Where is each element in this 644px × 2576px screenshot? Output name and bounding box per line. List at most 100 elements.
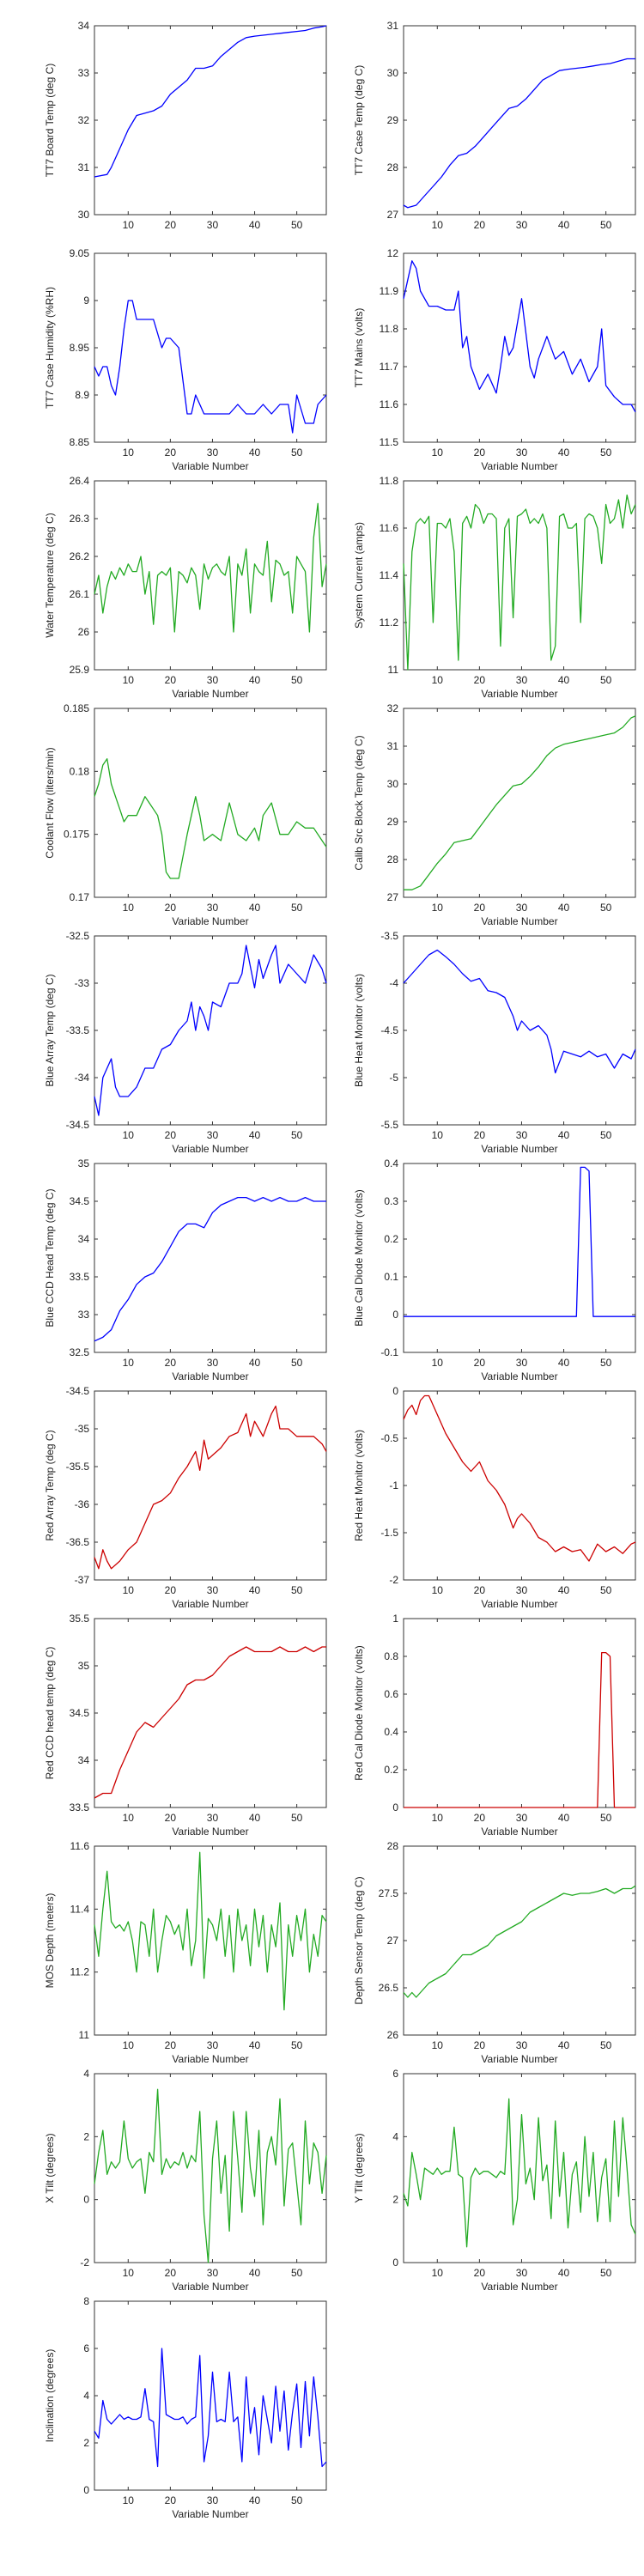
x-tick-label: 50 [600,1812,612,1824]
x-tick-label: 50 [291,674,303,686]
x-tick-label: 20 [165,2494,177,2506]
x-tick-label: 10 [432,1129,444,1141]
x-tick-label: 40 [249,219,261,231]
x-axis-label: Variable Number [172,1143,248,1155]
plot-frame [94,1390,327,1581]
plot-frame [403,1390,636,1581]
y-tick-label: 8.9 [75,389,89,401]
plot-frame [403,1163,636,1353]
y-tick-label: 27 [387,891,399,903]
x-tick-label: 50 [600,2039,612,2051]
chart-20: 10 20 30 40 50 0 2 4 6 Y Tilt (degrees) Variable N… [353,2068,636,2293]
y-tick-label: 11.4 [70,1903,90,1915]
y-tick-label: 0.17 [70,891,90,903]
y-tick-label: 26.1 [70,588,90,600]
x-tick-label: 40 [558,447,570,459]
series-line [94,758,327,879]
y-tick-label: 0 [83,2194,89,2206]
x-axis-label: Variable Number [172,1598,248,1610]
chart-17: 10 20 30 40 50 11 11.2 11.4 11.6 MOS Depth (meter… [44,1840,327,2065]
x-tick-label: 20 [165,902,177,914]
y-axis-label: Y Tilt (degrees) [353,2133,365,2202]
chart-7: 10 20 30 40 50 0.17 0.175 0.18 0.185 Coolant Flow… [44,702,327,927]
x-tick-label: 20 [474,1584,486,1596]
y-tick-label: -1.5 [380,1527,398,1539]
y-tick-label: 2 [83,2437,89,2449]
y-tick-label: -35 [75,1423,90,1435]
x-tick-label: 10 [432,219,444,231]
x-tick-label: 50 [291,902,303,914]
x-tick-label: 30 [516,902,528,914]
y-tick-label: 0.4 [384,1157,398,1170]
x-tick-label: 20 [474,902,486,914]
y-axis-label: X Tilt (degrees) [44,2133,56,2202]
y-tick-label: 0.1 [384,1271,398,1283]
y-tick-label: 28 [387,1840,399,1852]
x-tick-label: 10 [123,2267,135,2279]
x-axis-label: Variable Number [481,1598,557,1610]
x-tick-label: 20 [474,2039,486,2051]
y-tick-label: -5 [389,1072,398,1084]
y-tick-label: 0.8 [384,1650,398,1662]
x-tick-label: 10 [432,2039,444,2051]
y-tick-label: -0.5 [380,1432,398,1444]
y-axis-label: TT7 Board Temp (deg C) [44,64,56,178]
x-tick-label: 50 [291,1129,303,1141]
y-tick-label: 0.3 [384,1195,398,1207]
y-tick-label: 32.5 [70,1346,90,1358]
x-tick-label: 40 [249,2267,261,2279]
x-tick-label: 40 [249,1812,261,1824]
plot-frame [94,2073,327,2263]
x-tick-label: 10 [432,447,444,459]
series-line [403,58,635,209]
x-tick-label: 30 [207,2267,219,2279]
y-tick-label: 30 [387,67,399,79]
chart-12: 10 20 30 40 50 -0.1 0 0.1 0.2 0.3 0.4 Blue Cal Diod… [353,1157,636,1382]
x-tick-label: 20 [165,447,177,459]
x-tick-label: 30 [516,219,528,231]
x-tick-label: 40 [558,1584,570,1596]
y-tick-label: 0 [83,2484,89,2496]
y-tick-label: 0 [392,2257,398,2269]
y-tick-label: 0.175 [64,829,89,841]
y-tick-label: 0 [392,1309,398,1321]
plot-frame [403,480,636,671]
plot-frame [403,935,636,1126]
chart-8: 10 20 30 40 50 27 28 29 30 31 32 Calib Src Block Te… [353,702,636,927]
x-axis-label: Variable Number [481,2281,557,2293]
y-tick-label: 6 [392,2068,398,2080]
x-tick-label: 30 [207,902,219,914]
y-tick-label: 11.5 [380,436,399,448]
y-tick-label: 1 [392,1613,398,1625]
chart-5: 10 20 30 40 50 25.9 26 26.1 26.2 26.3 26.4 Water Te… [44,475,327,700]
x-tick-label: 30 [516,1584,528,1596]
x-tick-label: 20 [474,447,486,459]
x-tick-label: 20 [474,674,486,686]
chart-11: 10 20 30 40 50 32.5 33 33.5 34 34.5 35 Blue CCD Hea… [44,1157,327,1382]
x-axis-label: Variable Number [481,2053,557,2065]
y-tick-label: -0.1 [380,1346,398,1358]
x-axis-label: Variable Number [172,2281,248,2293]
y-tick-label: 28 [387,854,399,866]
y-tick-label: 34 [78,1233,90,1245]
x-tick-label: 40 [558,1812,570,1824]
y-tick-label: -4 [389,977,398,989]
y-tick-label: -33 [75,977,90,989]
y-tick-label: 11 [79,2029,90,2041]
y-tick-label: 11.2 [70,1966,90,1978]
x-tick-label: 10 [432,1584,444,1596]
series-line [403,1885,636,1998]
series-line [94,2088,327,2263]
x-tick-label: 50 [600,902,612,914]
x-axis-label: Variable Number [481,688,557,700]
series-line [404,1166,635,1317]
y-tick-label: 29 [387,114,399,126]
x-tick-label: 10 [123,2494,135,2506]
y-axis-label: Blue Heat Monitor (volts) [353,974,365,1087]
y-tick-label: 26.4 [70,475,90,487]
chart-13: 10 20 30 40 50 -37 -36.5 -36 -35.5 -35 -34.5 Red Ar… [44,1385,327,1610]
x-axis-label: Variable Number [172,688,248,700]
y-tick-label: 8 [83,2295,89,2307]
series-line [403,2098,636,2248]
plot-frame [94,1845,327,2036]
